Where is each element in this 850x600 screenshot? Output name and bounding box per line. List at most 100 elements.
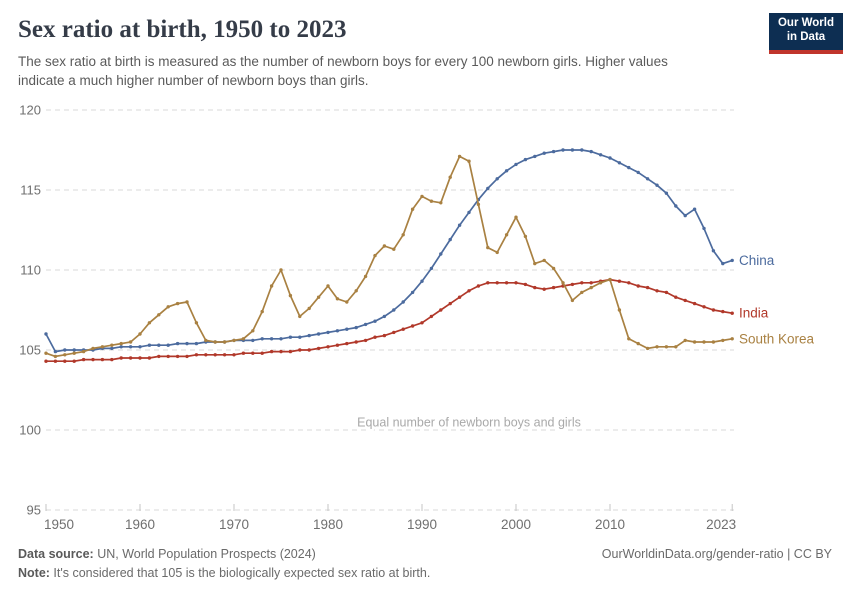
- south-korea-point-1997[interactable]: [486, 245, 490, 250]
- china-point-1961[interactable]: [147, 343, 152, 347]
- south-korea-point-2022[interactable]: [721, 338, 725, 343]
- china-point-2010[interactable]: [608, 156, 612, 160]
- india-point-1950[interactable]: [44, 359, 48, 363]
- india-point-2014[interactable]: [645, 285, 650, 290]
- india-point-2015[interactable]: [655, 289, 659, 293]
- china-point-2016[interactable]: [664, 191, 669, 195]
- south-korea-point-2018[interactable]: [683, 338, 687, 343]
- china-point-1993[interactable]: [448, 237, 452, 242]
- south-korea-point-1989[interactable]: [410, 207, 415, 211]
- india-point-1997[interactable]: [486, 281, 490, 285]
- south-korea-point-1990[interactable]: [420, 194, 424, 199]
- china-point-1974[interactable]: [269, 337, 274, 341]
- south-korea-point-2008[interactable]: [589, 285, 593, 290]
- india-point-1967[interactable]: [204, 353, 208, 357]
- south-korea-point-1978[interactable]: [307, 306, 311, 311]
- china-point-1982[interactable]: [345, 327, 349, 331]
- india-point-1969[interactable]: [222, 353, 227, 357]
- south-korea-point-1972[interactable]: [251, 329, 255, 333]
- south-korea-point-2021[interactable]: [711, 340, 716, 344]
- india-point-1961[interactable]: [147, 356, 152, 360]
- india-point-1992[interactable]: [439, 308, 443, 312]
- south-korea-point-2016[interactable]: [664, 345, 669, 349]
- south-korea-point-1983[interactable]: [354, 289, 358, 293]
- india-point-1971[interactable]: [241, 351, 246, 355]
- china-point-2018[interactable]: [683, 213, 687, 218]
- india-point-1980[interactable]: [326, 345, 330, 349]
- china-point-2014[interactable]: [645, 177, 650, 181]
- india-point-1953[interactable]: [72, 359, 76, 363]
- china-point-2022[interactable]: [721, 261, 725, 266]
- south-korea-point-1970[interactable]: [232, 338, 236, 343]
- china-point-2011[interactable]: [617, 161, 622, 165]
- south-korea-point-1950[interactable]: [44, 351, 48, 355]
- india-point-2017[interactable]: [674, 295, 678, 299]
- india-point-1976[interactable]: [288, 349, 293, 354]
- south-korea-point-1953[interactable]: [72, 351, 76, 355]
- china-point-1986[interactable]: [382, 314, 387, 319]
- south-korea-point-1954[interactable]: [81, 349, 86, 354]
- south-korea-point-2011[interactable]: [617, 308, 622, 312]
- south-korea-point-1958[interactable]: [119, 341, 123, 346]
- india-point-2013[interactable]: [636, 284, 640, 288]
- india-point-1995[interactable]: [467, 289, 471, 293]
- china-point-1950[interactable]: [44, 332, 48, 336]
- china-point-1959[interactable]: [128, 345, 133, 349]
- india-point-1987[interactable]: [392, 330, 396, 335]
- china-point-1999[interactable]: [504, 169, 509, 173]
- india-point-1974[interactable]: [269, 349, 274, 354]
- south-korea-point-1951[interactable]: [53, 354, 58, 359]
- india-point-1998[interactable]: [495, 281, 499, 285]
- china-point-1994[interactable]: [457, 223, 462, 227]
- china-point-1997[interactable]: [486, 186, 490, 191]
- south-korea-point-1976[interactable]: [288, 293, 293, 298]
- south-korea-point-1968[interactable]: [213, 340, 217, 344]
- india-point-1959[interactable]: [128, 356, 133, 360]
- south-korea-point-1957[interactable]: [110, 343, 114, 347]
- india-point-1954[interactable]: [81, 357, 86, 362]
- south-korea-point-1981[interactable]: [335, 297, 340, 301]
- china-point-2012[interactable]: [627, 165, 631, 170]
- china-point-2007[interactable]: [580, 148, 584, 152]
- south-korea-line[interactable]: [45, 155, 734, 358]
- china-point-1960[interactable]: [138, 345, 142, 349]
- china-point-1984[interactable]: [363, 322, 368, 327]
- india-point-1973[interactable]: [260, 351, 264, 355]
- south-korea-point-1991[interactable]: [429, 199, 434, 203]
- india-point-1996[interactable]: [476, 284, 481, 288]
- china-point-1991[interactable]: [429, 266, 434, 271]
- china-point-2009[interactable]: [598, 153, 603, 157]
- india-point-1963[interactable]: [166, 354, 170, 359]
- china-point-2006[interactable]: [570, 148, 575, 152]
- china-point-1962[interactable]: [157, 343, 161, 347]
- china-point-2005[interactable]: [561, 148, 565, 152]
- china-point-1976[interactable]: [288, 335, 293, 339]
- china-point-1992[interactable]: [439, 252, 443, 256]
- south-korea-point-1952[interactable]: [63, 353, 67, 357]
- south-korea-point-2001[interactable]: [523, 234, 528, 239]
- india-point-1972[interactable]: [251, 351, 255, 355]
- india-point-2002[interactable]: [533, 285, 537, 290]
- china-point-1977[interactable]: [298, 335, 302, 339]
- india-point-2000[interactable]: [514, 281, 518, 285]
- south-korea-point-1959[interactable]: [128, 340, 133, 344]
- china-point-2019[interactable]: [692, 207, 697, 211]
- india-point-2012[interactable]: [627, 281, 631, 285]
- china-point-1957[interactable]: [110, 346, 114, 351]
- china-point-1972[interactable]: [251, 338, 255, 343]
- south-korea-point-1995[interactable]: [467, 159, 471, 163]
- south-korea-point-2012[interactable]: [627, 337, 631, 341]
- india-point-1978[interactable]: [307, 348, 311, 352]
- south-korea-point-2003[interactable]: [542, 258, 546, 263]
- india-point-1991[interactable]: [429, 314, 434, 319]
- india-point-2007[interactable]: [580, 281, 584, 285]
- india-point-1975[interactable]: [279, 349, 283, 354]
- south-korea-point-2005[interactable]: [561, 281, 565, 285]
- south-korea-point-1988[interactable]: [401, 233, 405, 237]
- india-point-1970[interactable]: [232, 353, 236, 357]
- south-korea-point-1964[interactable]: [175, 301, 180, 306]
- india-point-1962[interactable]: [157, 354, 161, 359]
- owid-logo[interactable]: Our World in Data: [769, 13, 843, 54]
- china-point-1981[interactable]: [335, 329, 340, 333]
- china-point-1966[interactable]: [194, 341, 199, 346]
